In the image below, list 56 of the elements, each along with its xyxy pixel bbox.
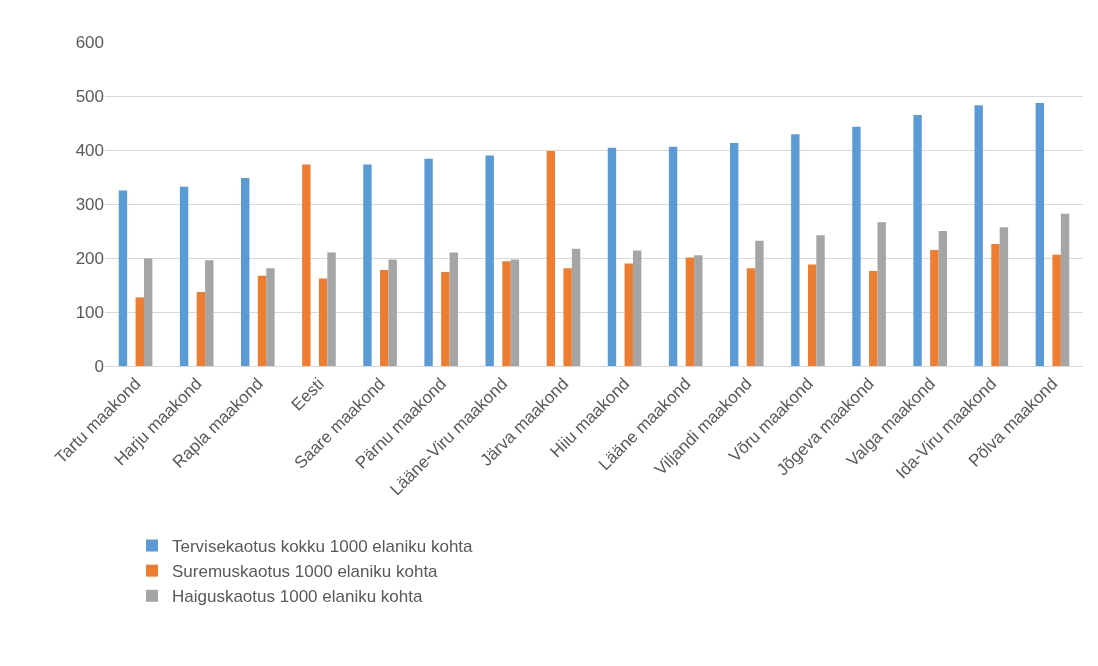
bar — [991, 243, 1000, 366]
bar — [816, 235, 825, 366]
bar — [318, 278, 328, 366]
bar — [388, 259, 397, 366]
bar — [424, 158, 433, 366]
bar — [974, 105, 983, 366]
bar — [327, 252, 336, 366]
bar — [241, 178, 250, 366]
y-tick-label: 400 — [75, 140, 104, 160]
bar — [205, 260, 214, 366]
bar — [852, 126, 861, 366]
bar — [746, 268, 756, 366]
bar — [441, 272, 450, 366]
bar — [685, 257, 695, 366]
bar — [143, 258, 153, 366]
bar — [571, 248, 581, 366]
bar — [632, 250, 642, 366]
y-tick-label: 0 — [94, 356, 104, 376]
bar — [1035, 103, 1045, 366]
bar — [196, 292, 206, 366]
legend-label: Suremuskaotus 1000 elaniku kohta — [172, 562, 439, 582]
bar — [380, 269, 389, 366]
bar — [999, 227, 1009, 366]
bar — [563, 268, 572, 366]
bar — [363, 164, 372, 366]
bar — [913, 114, 922, 366]
bar — [807, 264, 817, 366]
bar — [694, 255, 703, 366]
y-tick-label: 100 — [75, 302, 104, 322]
y-tick-label: 300 — [75, 194, 104, 214]
y-tick-label: 600 — [75, 32, 104, 52]
y-tick-label: 500 — [75, 86, 104, 106]
bar — [449, 252, 458, 366]
bar — [668, 146, 678, 366]
bar — [266, 268, 275, 366]
bar — [502, 261, 511, 366]
bar — [938, 231, 947, 366]
bar — [179, 186, 189, 366]
bar — [485, 155, 494, 366]
bar — [135, 297, 144, 366]
legend-label: Tervisekaotus kokku 1000 elaniku kohta — [172, 537, 474, 557]
bar — [930, 249, 939, 366]
bar — [118, 190, 128, 366]
bar — [791, 134, 800, 366]
bar — [607, 147, 617, 366]
bar — [624, 263, 633, 366]
bar — [755, 240, 764, 366]
bar — [1052, 254, 1061, 366]
bar — [869, 270, 878, 366]
bar — [730, 142, 739, 366]
legend-label: Haiguskaotus 1000 elaniku kohta — [172, 587, 423, 607]
bar — [1060, 213, 1070, 366]
bar — [877, 222, 886, 366]
bar — [510, 259, 520, 366]
bar — [257, 275, 267, 366]
y-tick-label: 200 — [75, 248, 104, 268]
